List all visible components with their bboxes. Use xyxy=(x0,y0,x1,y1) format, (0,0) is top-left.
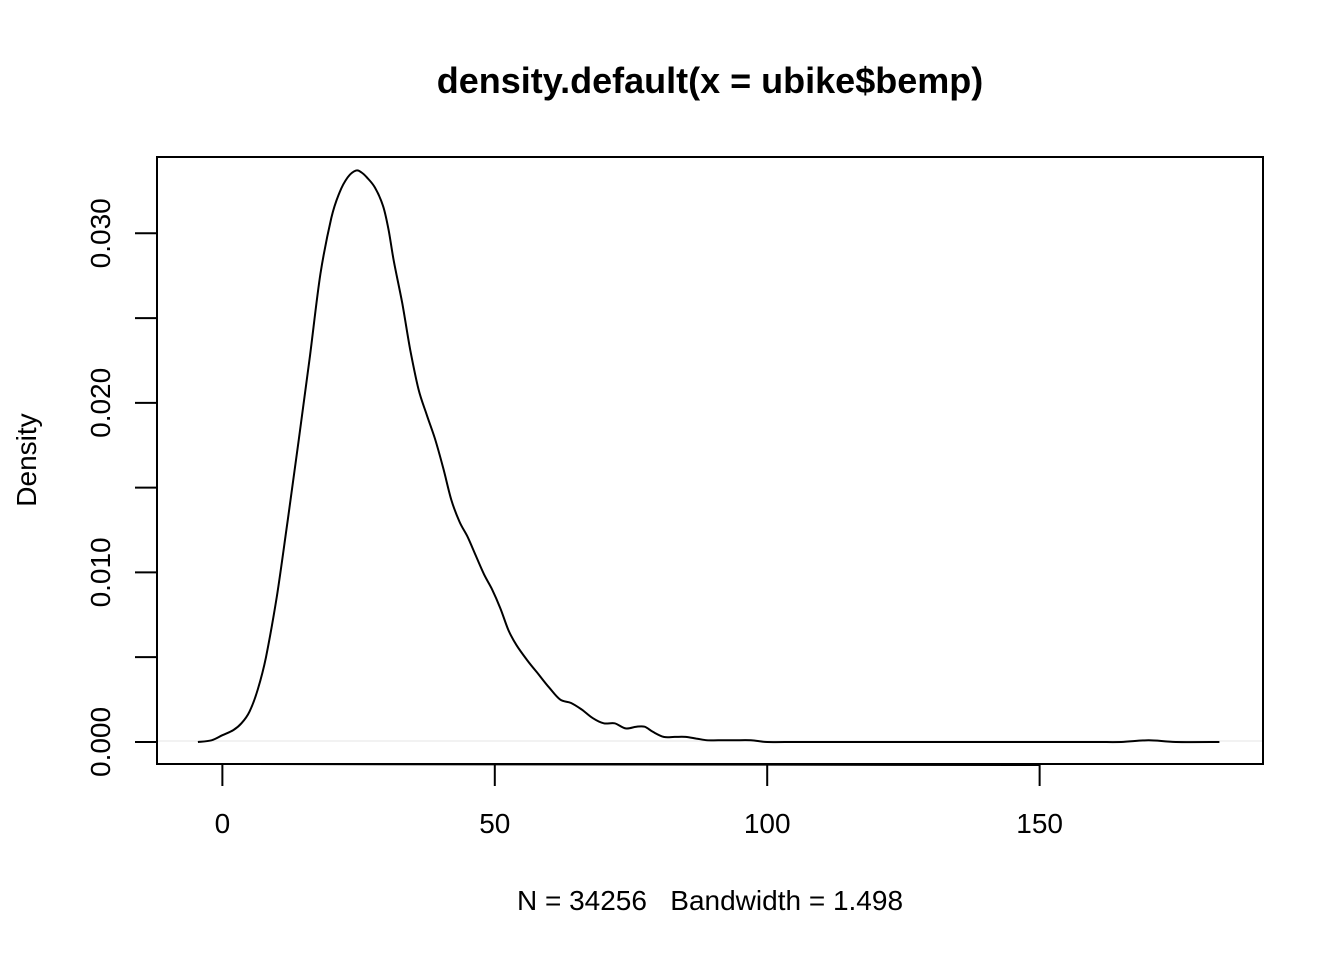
x-tick-label: 100 xyxy=(744,808,791,839)
x-tick-label: 0 xyxy=(215,808,231,839)
y-axis-label: Density xyxy=(11,413,42,506)
x-tick-label: 150 xyxy=(1016,808,1063,839)
plot-frame xyxy=(156,156,1264,765)
y-tick-label: 0.030 xyxy=(85,198,116,268)
density-curve xyxy=(197,169,1220,744)
x-axis-label: N = 34256 Bandwidth = 1.498 xyxy=(517,885,903,916)
y-axis: 0.000 0.010 0.020 0.030 xyxy=(85,198,158,777)
y-tick-label: 0.010 xyxy=(85,537,116,607)
x-tick-label: 50 xyxy=(479,808,510,839)
y-tick-label: 0.020 xyxy=(85,368,116,438)
x-axis-line xyxy=(222,763,1040,766)
x-axis: 0 50 100 150 xyxy=(215,763,1063,839)
y-tick-label: 0.000 xyxy=(85,707,116,777)
chart-title: density.default(x = ubike$bemp) xyxy=(437,60,983,101)
